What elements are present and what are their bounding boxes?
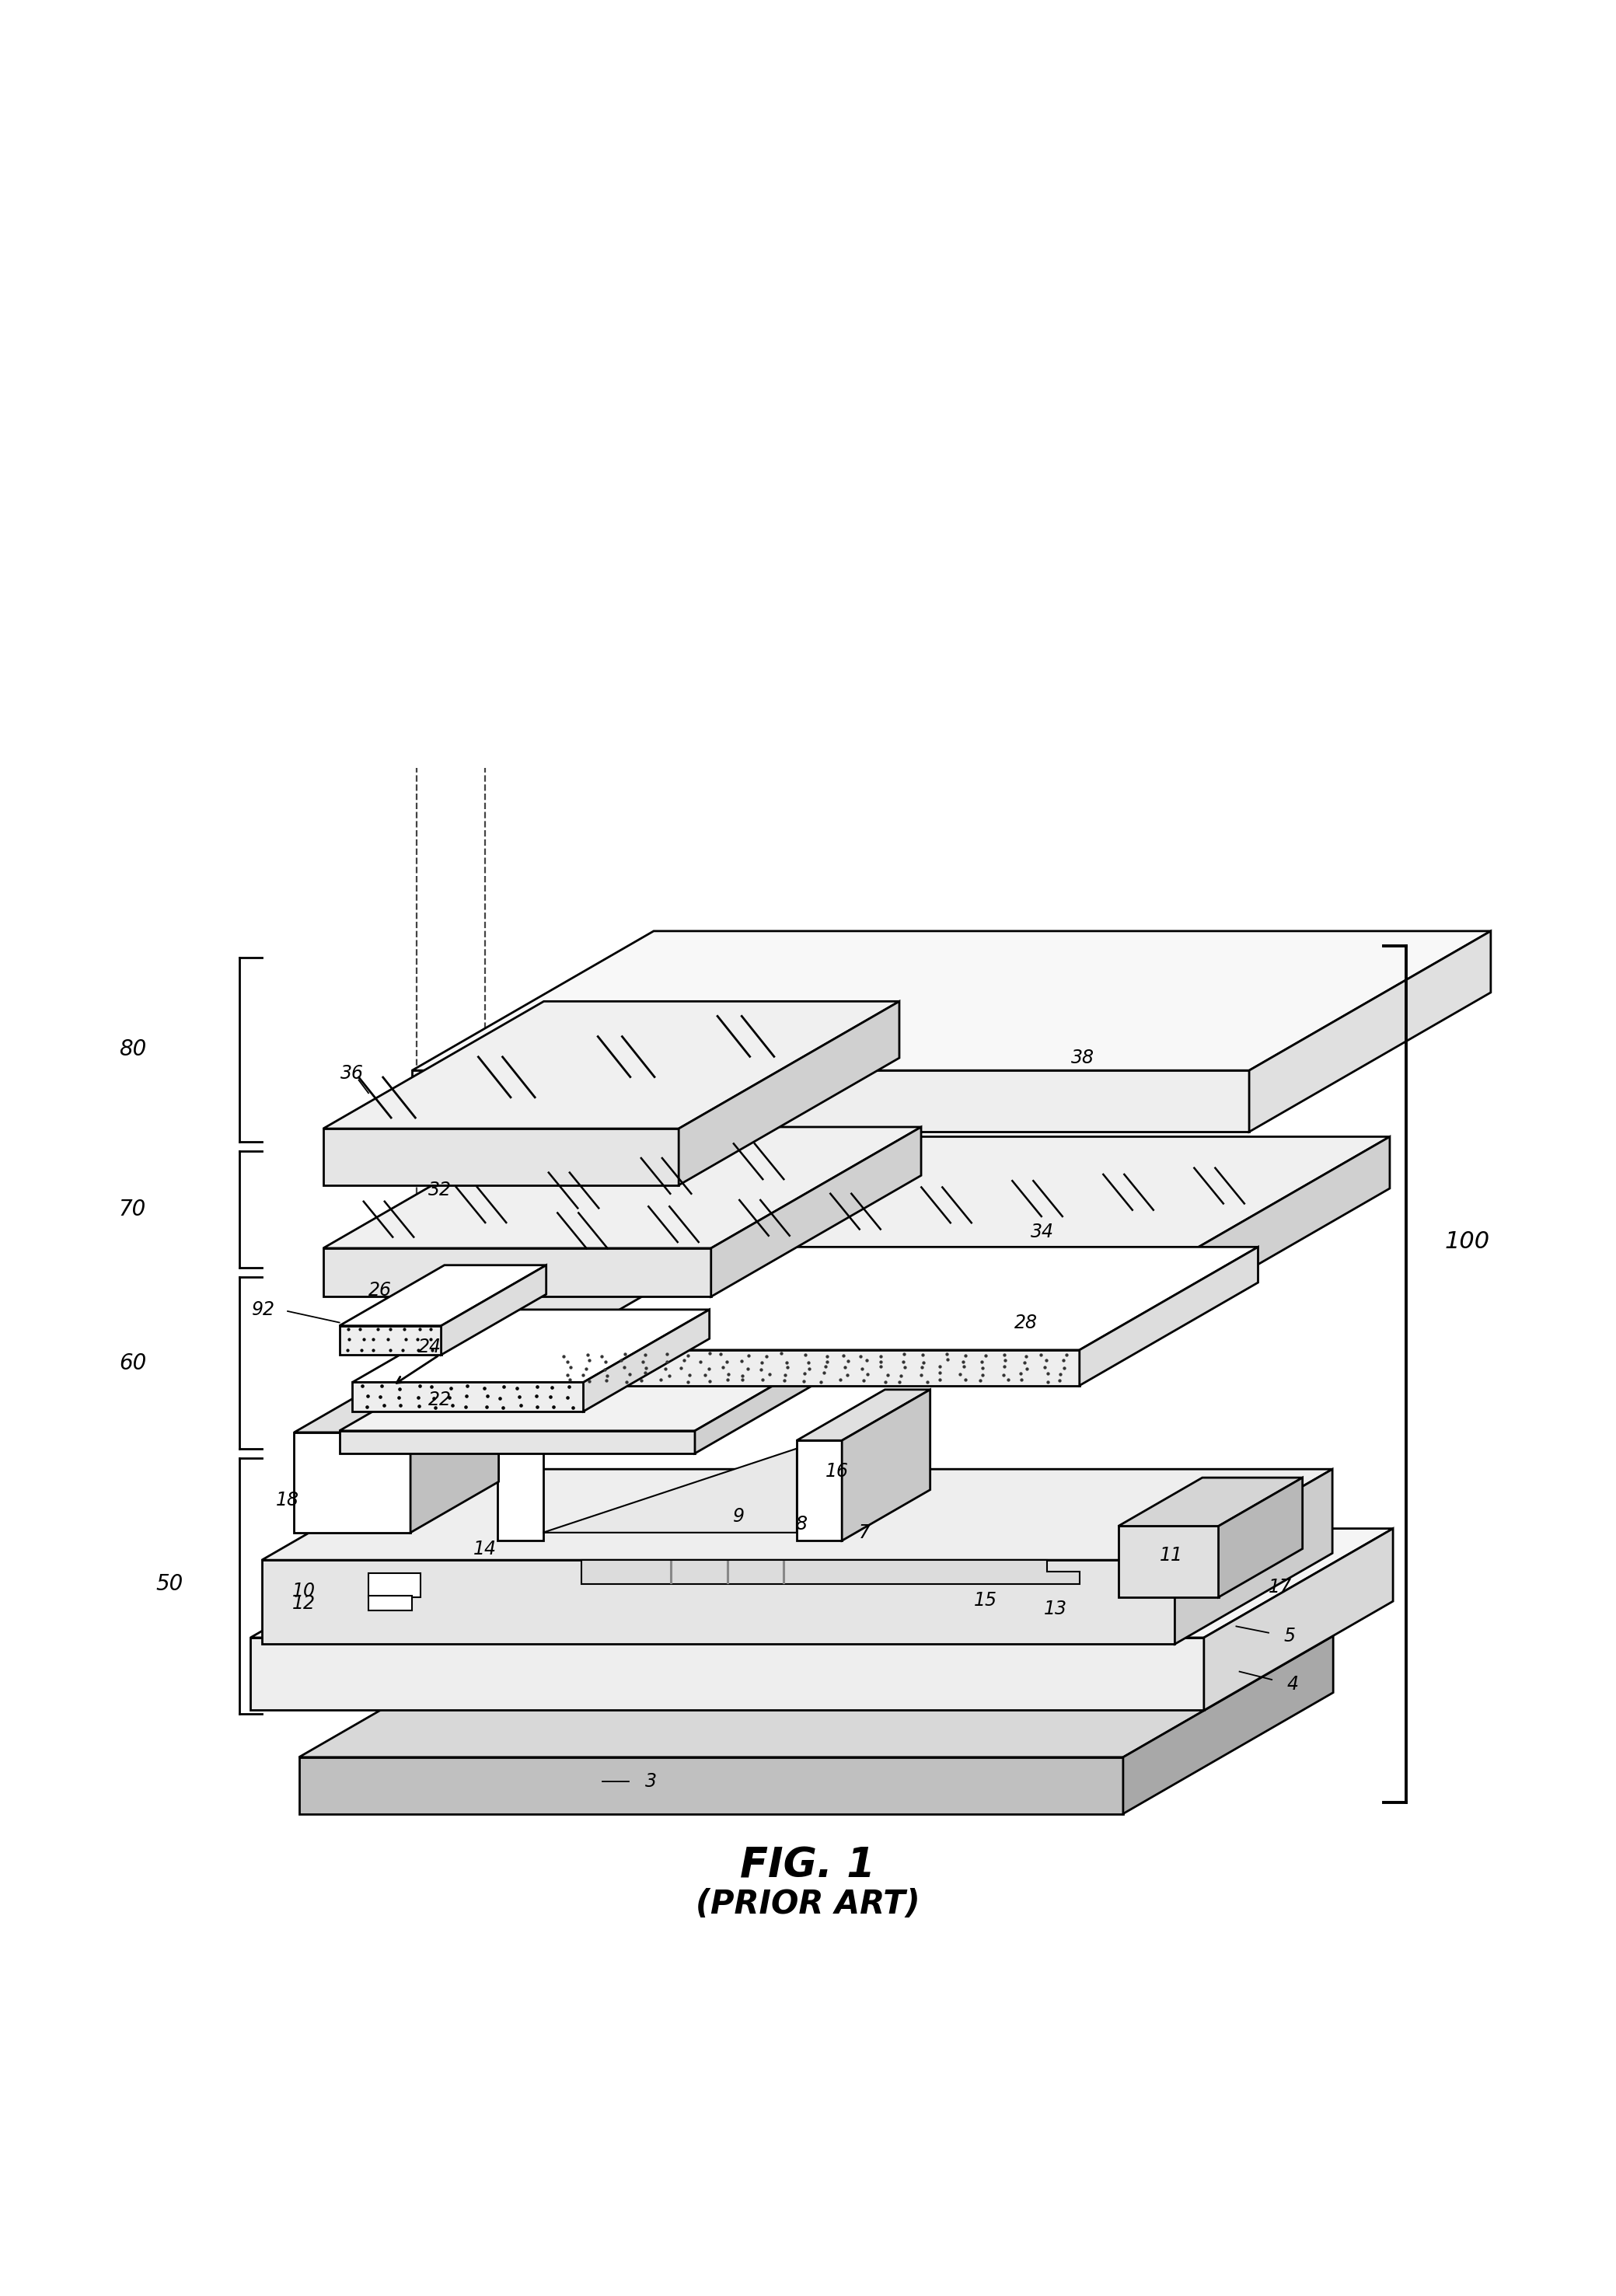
- Polygon shape: [323, 1249, 711, 1297]
- Text: 7: 7: [858, 1522, 871, 1543]
- Polygon shape: [493, 1137, 1390, 1258]
- Polygon shape: [1118, 1479, 1302, 1527]
- Text: 3: 3: [645, 1773, 658, 1791]
- Polygon shape: [410, 1382, 499, 1534]
- Polygon shape: [1218, 1479, 1302, 1598]
- Text: 10: 10: [292, 1582, 315, 1600]
- Polygon shape: [441, 1265, 546, 1355]
- Polygon shape: [582, 1559, 1079, 1584]
- Polygon shape: [1249, 932, 1490, 1132]
- Polygon shape: [797, 1389, 931, 1440]
- Polygon shape: [339, 1430, 695, 1453]
- Polygon shape: [1118, 1527, 1218, 1598]
- Polygon shape: [339, 1265, 546, 1325]
- Text: 13: 13: [1044, 1600, 1067, 1619]
- Polygon shape: [679, 1001, 898, 1185]
- Polygon shape: [339, 1325, 441, 1355]
- Polygon shape: [262, 1469, 1332, 1559]
- Polygon shape: [299, 1637, 1333, 1756]
- Polygon shape: [842, 1389, 931, 1541]
- Text: 24: 24: [419, 1339, 441, 1357]
- Text: 16: 16: [826, 1463, 848, 1481]
- Polygon shape: [1123, 1637, 1333, 1814]
- Polygon shape: [352, 1382, 583, 1412]
- Polygon shape: [323, 1130, 679, 1185]
- Text: 34: 34: [1031, 1224, 1054, 1242]
- Text: (PRIOR ART): (PRIOR ART): [696, 1887, 920, 1919]
- Polygon shape: [583, 1309, 709, 1412]
- Polygon shape: [549, 1247, 1257, 1350]
- Text: 9: 9: [732, 1506, 745, 1527]
- Text: 26: 26: [368, 1281, 391, 1300]
- Text: 60: 60: [120, 1352, 145, 1373]
- Polygon shape: [498, 1389, 632, 1440]
- Polygon shape: [797, 1440, 842, 1541]
- Polygon shape: [412, 932, 1490, 1070]
- Polygon shape: [1204, 1529, 1393, 1711]
- Polygon shape: [299, 1756, 1123, 1814]
- Polygon shape: [368, 1596, 412, 1609]
- Text: FIG. 1: FIG. 1: [740, 1846, 876, 1885]
- Polygon shape: [368, 1573, 420, 1598]
- Polygon shape: [352, 1309, 709, 1382]
- Polygon shape: [323, 1127, 921, 1249]
- Polygon shape: [1180, 1137, 1390, 1309]
- Text: 38: 38: [1071, 1049, 1094, 1068]
- Text: 22: 22: [428, 1391, 451, 1410]
- Text: 17: 17: [1269, 1577, 1291, 1596]
- Polygon shape: [250, 1637, 1204, 1711]
- Text: 12: 12: [292, 1593, 315, 1614]
- Text: 36: 36: [341, 1065, 364, 1084]
- Polygon shape: [493, 1258, 1180, 1309]
- Text: 18: 18: [276, 1490, 299, 1508]
- Text: 14: 14: [473, 1538, 496, 1559]
- Polygon shape: [339, 1336, 858, 1430]
- Polygon shape: [250, 1529, 1393, 1637]
- Polygon shape: [711, 1127, 921, 1297]
- Polygon shape: [294, 1382, 499, 1433]
- Polygon shape: [695, 1336, 858, 1453]
- Polygon shape: [323, 1001, 898, 1130]
- Text: 100: 100: [1445, 1231, 1490, 1254]
- Text: 92: 92: [252, 1300, 275, 1318]
- Text: 80: 80: [120, 1038, 145, 1061]
- Text: 8: 8: [795, 1515, 808, 1534]
- Text: 32: 32: [428, 1180, 451, 1199]
- Polygon shape: [412, 1070, 1249, 1132]
- Text: 11: 11: [1160, 1545, 1183, 1564]
- Text: 70: 70: [120, 1199, 145, 1219]
- Polygon shape: [543, 1449, 797, 1534]
- Polygon shape: [1079, 1247, 1257, 1384]
- Polygon shape: [1175, 1469, 1332, 1644]
- Polygon shape: [262, 1559, 1175, 1644]
- Polygon shape: [294, 1433, 410, 1534]
- Text: 5: 5: [1283, 1626, 1296, 1646]
- Polygon shape: [498, 1440, 543, 1541]
- Text: 15: 15: [974, 1591, 997, 1609]
- Text: 28: 28: [1015, 1313, 1037, 1332]
- Text: 50: 50: [157, 1573, 183, 1596]
- Polygon shape: [549, 1350, 1079, 1384]
- Text: 4: 4: [1286, 1676, 1299, 1694]
